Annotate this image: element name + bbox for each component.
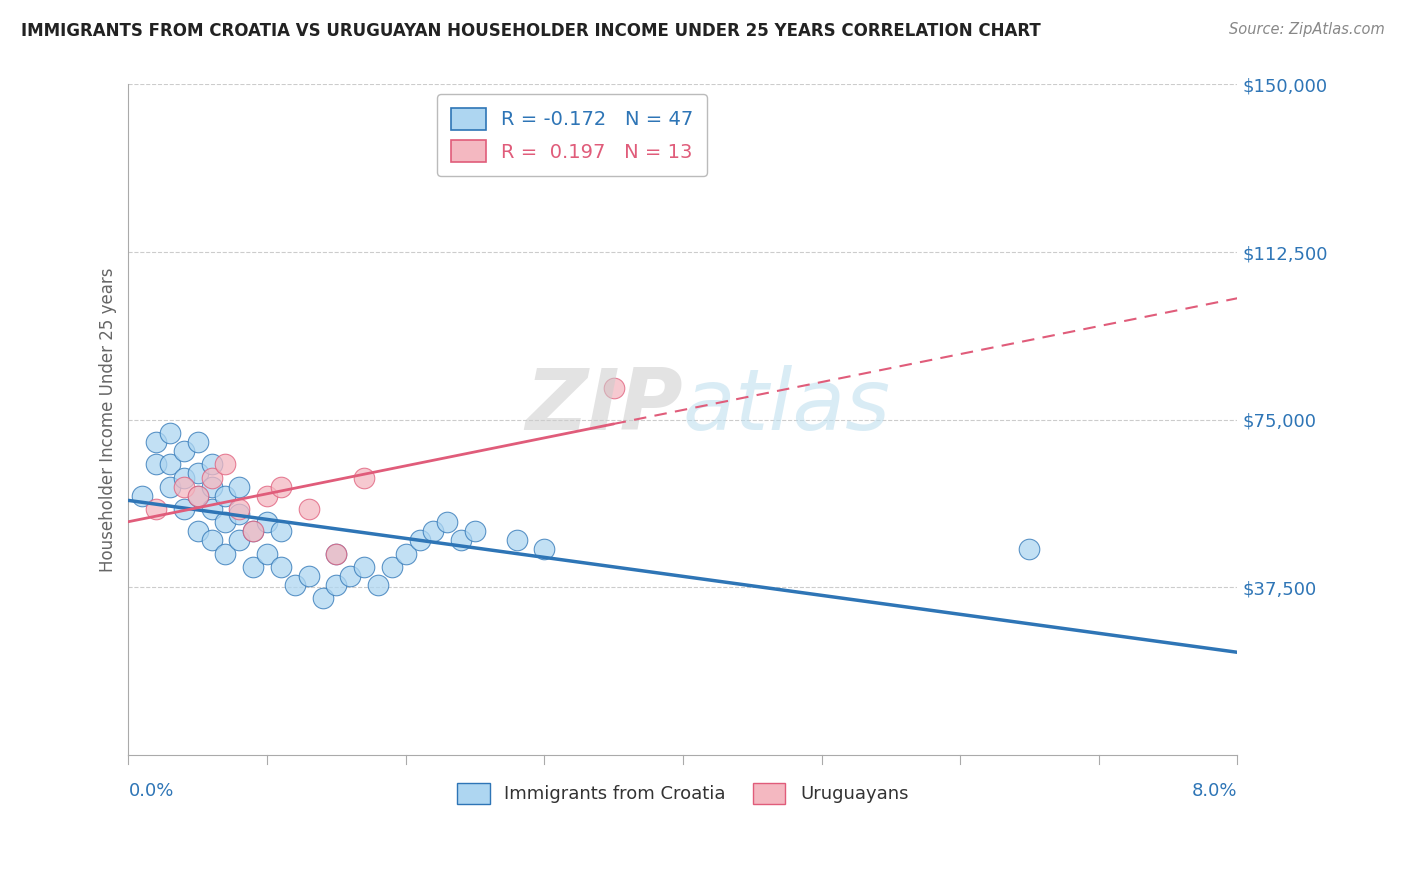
Point	[436, 516, 458, 530]
Point	[270, 524, 292, 539]
Point	[145, 458, 167, 472]
Point	[173, 480, 195, 494]
Point	[228, 480, 250, 494]
Point	[187, 489, 209, 503]
Point	[602, 381, 624, 395]
Point	[353, 471, 375, 485]
Point	[325, 547, 347, 561]
Text: 0.0%: 0.0%	[128, 781, 174, 800]
Point	[325, 547, 347, 561]
Point	[214, 489, 236, 503]
Point	[187, 435, 209, 450]
Point	[145, 435, 167, 450]
Point	[173, 471, 195, 485]
Point	[214, 516, 236, 530]
Point	[228, 533, 250, 548]
Point	[159, 480, 181, 494]
Point	[381, 560, 404, 574]
Point	[228, 502, 250, 516]
Text: 8.0%: 8.0%	[1192, 781, 1237, 800]
Point	[450, 533, 472, 548]
Text: atlas: atlas	[683, 365, 891, 448]
Point	[242, 560, 264, 574]
Y-axis label: Householder Income Under 25 years: Householder Income Under 25 years	[100, 268, 117, 572]
Point	[242, 524, 264, 539]
Legend: Immigrants from Croatia, Uruguayans: Immigrants from Croatia, Uruguayans	[449, 774, 918, 813]
Point	[464, 524, 486, 539]
Point	[201, 480, 224, 494]
Point	[187, 467, 209, 481]
Point	[201, 458, 224, 472]
Point	[173, 502, 195, 516]
Point	[145, 502, 167, 516]
Point	[270, 560, 292, 574]
Point	[256, 547, 278, 561]
Point	[353, 560, 375, 574]
Point	[228, 507, 250, 521]
Point	[339, 569, 361, 583]
Point	[533, 542, 555, 557]
Point	[131, 489, 153, 503]
Point	[214, 547, 236, 561]
Text: ZIP: ZIP	[526, 365, 683, 448]
Point	[214, 458, 236, 472]
Point	[201, 533, 224, 548]
Point	[256, 516, 278, 530]
Point	[311, 591, 333, 606]
Point	[408, 533, 430, 548]
Point	[395, 547, 418, 561]
Point	[505, 533, 527, 548]
Point	[298, 569, 321, 583]
Point	[201, 471, 224, 485]
Point	[325, 578, 347, 592]
Point	[242, 524, 264, 539]
Text: Source: ZipAtlas.com: Source: ZipAtlas.com	[1229, 22, 1385, 37]
Point	[367, 578, 389, 592]
Point	[159, 458, 181, 472]
Point	[298, 502, 321, 516]
Point	[256, 489, 278, 503]
Point	[270, 480, 292, 494]
Point	[187, 524, 209, 539]
Point	[173, 444, 195, 458]
Text: IMMIGRANTS FROM CROATIA VS URUGUAYAN HOUSEHOLDER INCOME UNDER 25 YEARS CORRELATI: IMMIGRANTS FROM CROATIA VS URUGUAYAN HOU…	[21, 22, 1040, 40]
Point	[1018, 542, 1040, 557]
Point	[284, 578, 307, 592]
Point	[422, 524, 444, 539]
Point	[187, 489, 209, 503]
Point	[201, 502, 224, 516]
Point	[159, 426, 181, 441]
